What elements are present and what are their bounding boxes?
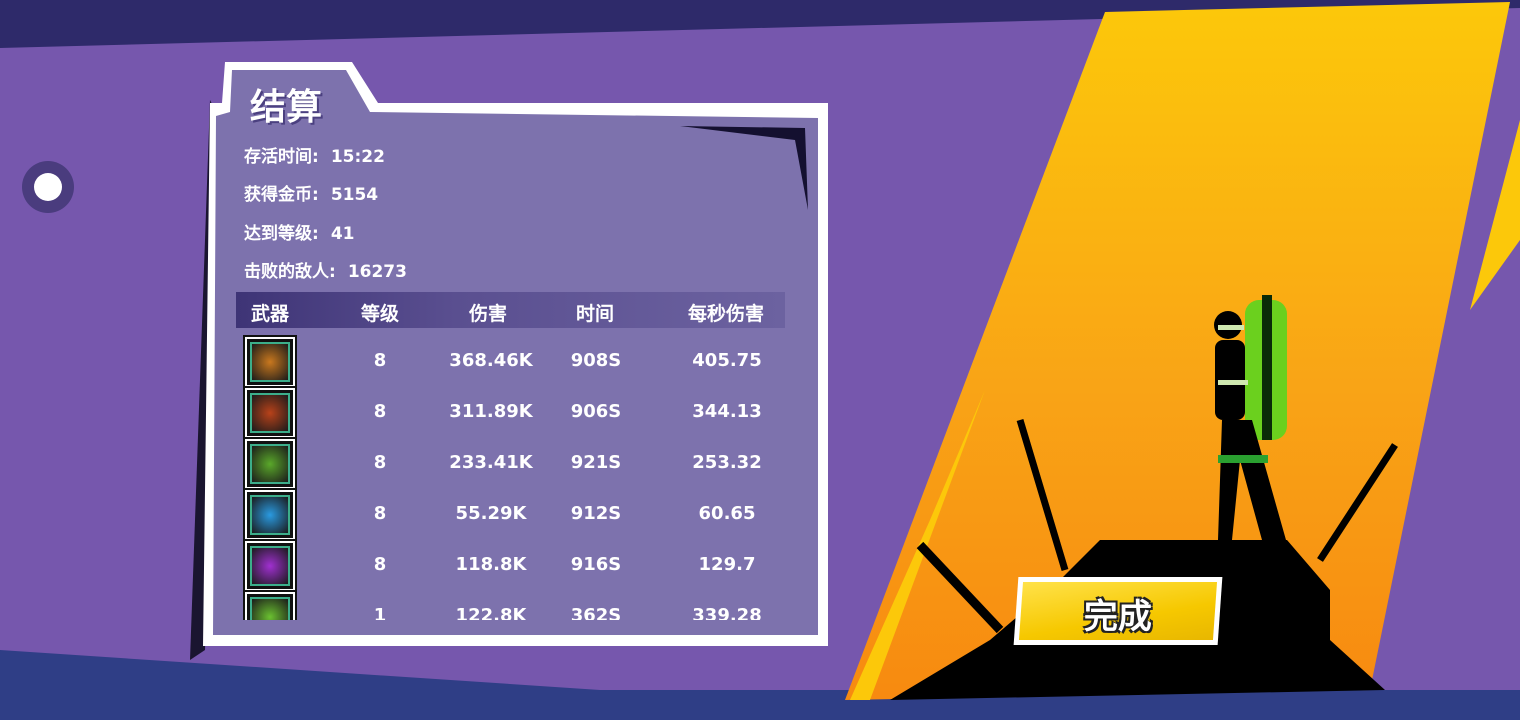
row-damage: 55.29K [455, 503, 527, 524]
row-time: 908S [570, 350, 622, 371]
row-dps: 60.65 [698, 503, 756, 524]
row-time: 362S [570, 605, 622, 620]
stat-label: 获得金币: [244, 185, 319, 205]
row-dps: 405.75 [692, 350, 762, 371]
row-damage: 122.8K [455, 605, 527, 620]
row-level: 8 [373, 503, 387, 524]
ice-shard-weapon-icon [243, 488, 297, 542]
stat-gold-earned: 获得金币: 5154 [244, 180, 378, 205]
stat-value: 5154 [330, 185, 379, 205]
table-row: 8 233.41K 921S 253.32 [213, 437, 813, 491]
row-dps: 344.13 [692, 401, 762, 422]
black-hole-weapon-icon [243, 539, 297, 593]
fireball-weapon-icon [243, 386, 297, 440]
row-level: 8 [373, 554, 387, 575]
stickman-character [1214, 295, 1287, 540]
crossbones-weapon-icon [243, 335, 297, 389]
table-row: 8 311.89K 906S 344.13 [213, 386, 813, 440]
header-damage: 伤害 [468, 303, 508, 325]
table-row: 8 55.29K 912S 60.65 [213, 488, 813, 542]
row-dps: 339.28 [692, 605, 762, 620]
stat-value: 16273 [347, 262, 407, 282]
header-dps: 每秒伤害 [687, 303, 765, 325]
weapon-table-header: 武器 等级 伤害 时间 每秒伤害 [236, 292, 785, 328]
stat-value: 15:22 [330, 147, 385, 167]
panel-title: 结算 [250, 87, 323, 128]
header-weapon: 武器 [250, 303, 290, 325]
row-damage: 368.46K [449, 350, 533, 371]
stat-label: 击败的敌人: [244, 262, 336, 282]
row-level: 8 [373, 401, 387, 422]
circle-icon [34, 173, 62, 201]
row-damage: 233.41K [449, 452, 533, 473]
row-dps: 129.7 [698, 554, 756, 575]
row-time: 916S [570, 554, 622, 575]
row-time: 906S [570, 401, 622, 422]
stat-enemies-defeated: 击败的敌人: 16273 [244, 257, 407, 282]
table-row: 1 122.8K 362S 339.28 [213, 590, 813, 620]
done-button[interactable]: 完成 [1013, 577, 1223, 645]
row-level: 1 [373, 605, 387, 620]
row-level: 8 [373, 350, 387, 371]
vortex-weapon-icon [243, 590, 297, 620]
done-button-label: 完成 [1083, 597, 1152, 637]
stat-label: 存活时间: [244, 147, 319, 167]
table-row: 8 118.8K 916S 129.7 [213, 539, 813, 593]
weapon-table-body[interactable]: 8 368.46K 908S 405.75 8 311.89K 906S 344.13 8 233… [213, 335, 813, 620]
row-dps: 253.32 [692, 452, 762, 473]
row-time: 912S [570, 503, 622, 524]
row-level: 8 [373, 452, 387, 473]
poison-bottle-weapon-icon [243, 437, 297, 491]
header-level: 等级 [360, 303, 400, 325]
table-row: 8 368.46K 908S 405.75 [213, 335, 813, 389]
stat-value: 41 [330, 224, 355, 244]
header-time: 时间 [575, 303, 615, 325]
side-toggle-button[interactable] [22, 161, 74, 213]
stat-level-reached: 达到等级: 41 [244, 219, 354, 244]
stat-survival-time: 存活时间: 15:22 [244, 142, 385, 167]
row-damage: 118.8K [455, 554, 527, 575]
stat-label: 达到等级: [244, 224, 319, 244]
row-time: 921S [570, 452, 622, 473]
row-damage: 311.89K [449, 401, 533, 422]
